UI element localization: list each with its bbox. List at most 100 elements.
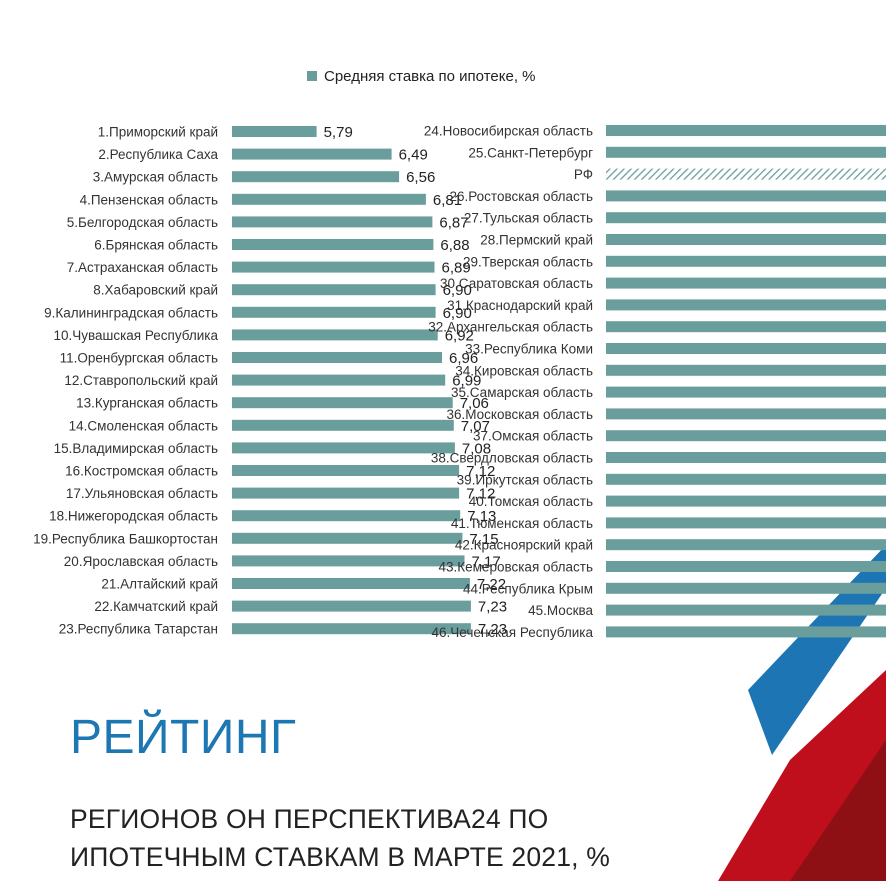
category-label: 44.Республика Крым	[463, 581, 593, 596]
category-label: РФ	[574, 167, 593, 182]
bar	[606, 343, 886, 354]
value-label: 6,99	[452, 373, 481, 390]
bar	[232, 126, 317, 137]
bar	[606, 364, 886, 376]
bar	[232, 419, 454, 431]
blue-stripe-shape	[748, 545, 886, 755]
bar	[232, 239, 434, 250]
bar	[606, 234, 886, 245]
value-label: 6,92	[445, 327, 474, 344]
bar	[606, 495, 886, 507]
category-label: 29.Тверская область	[463, 254, 593, 269]
category-label: 31.Краснодарский край	[447, 298, 593, 313]
value-label: 7,13	[467, 508, 496, 525]
bar	[232, 465, 460, 476]
category-label: 43.Кемеровская область	[439, 560, 593, 575]
category-label: 10.Чувашская Республика	[53, 328, 218, 343]
value-label: 6,90	[443, 305, 472, 322]
bar	[232, 532, 463, 544]
bar	[606, 125, 886, 136]
category-label: 1.Приморский край	[98, 125, 218, 140]
legend-label: Средняя ставка по ипотеке, %	[324, 67, 536, 85]
category-label: 13.Курганская область	[76, 396, 218, 411]
category-label: 20.Ярославская область	[64, 554, 218, 569]
bar	[606, 190, 886, 202]
category-label: 9.Калининградская область	[44, 305, 218, 320]
category-label: 41.Тюменская область	[451, 516, 593, 531]
bar	[606, 626, 886, 638]
category-label: 28.Пермский край	[480, 233, 593, 248]
subtitle-line-2: ИПОТЕЧНЫМ СТАВКАМ В МАРТЕ 2021, %	[70, 842, 611, 872]
value-label: 6,90	[443, 282, 472, 299]
bar	[232, 148, 392, 160]
bar	[606, 539, 886, 551]
bar	[232, 284, 436, 296]
dark-red-stripe-shape	[790, 740, 886, 881]
bar	[232, 374, 446, 386]
value-label: 7,12	[466, 486, 495, 503]
category-label: 5.Белгородская область	[67, 215, 218, 230]
bar	[606, 212, 886, 224]
bar	[232, 352, 442, 363]
bar	[606, 299, 886, 311]
bar	[606, 517, 886, 529]
bar	[232, 193, 426, 205]
chart-legend: Средняя ставка по ипотеке, %	[307, 66, 536, 86]
value-label: 6,49	[399, 147, 428, 164]
bar	[606, 408, 886, 420]
page-subtitle: РЕГИОНОВ ОН ПЕРСПЕКТИВА24 ПО ИПОТЕЧНЫМ С…	[70, 800, 710, 876]
category-label: 7.Астраханская область	[67, 260, 218, 275]
bar	[606, 386, 886, 398]
subtitle-line-1: РЕГИОНОВ ОН ПЕРСПЕКТИВА24 ПО	[70, 804, 549, 834]
category-label: 8.Хабаровский край	[93, 283, 218, 298]
category-label: 25.Санкт-Петербург	[468, 145, 593, 160]
category-label: 35.Самарская область	[451, 385, 593, 400]
bar	[606, 321, 886, 333]
value-label: 6,56	[406, 169, 435, 186]
bar	[606, 582, 886, 594]
category-label: 23.Республика Татарстан	[59, 622, 218, 637]
category-label: 21.Алтайский край	[101, 577, 218, 592]
bar-chart: 1.Приморский край 5,79 2.Республика Саха 6,…	[33, 124, 886, 640]
bar	[606, 604, 886, 616]
value-label: 6,88	[440, 237, 469, 254]
value-label: 7,23	[478, 599, 507, 616]
value-label: 7,17	[472, 553, 501, 570]
category-label: 14.Смоленская область	[69, 418, 218, 433]
bar	[232, 600, 471, 612]
category-label: 42.Красноярский край	[455, 538, 593, 553]
value-label: 7,15	[469, 531, 498, 548]
legend-swatch	[307, 71, 317, 81]
value-label: 7,23	[478, 621, 507, 638]
bar	[606, 473, 886, 485]
category-label: 24.Новосибирская область	[424, 124, 593, 139]
category-label: 2.Республика Саха	[98, 147, 218, 162]
category-label: 39.Иркутская область	[457, 472, 593, 487]
bar	[606, 452, 886, 463]
value-label: 7,06	[460, 395, 489, 412]
bar	[606, 146, 886, 158]
value-label: 7,12	[466, 463, 495, 480]
category-label: 46.Чеченская Республика	[432, 625, 594, 640]
category-label: 19.Республика Башкортостан	[33, 531, 218, 546]
bar	[232, 555, 465, 567]
bar	[606, 430, 886, 442]
category-label: 26.Ростовская область	[449, 189, 593, 204]
value-label: 6,96	[449, 350, 478, 367]
category-label: 11.Оренбургская область	[60, 351, 218, 366]
category-label: 27.Тульская область	[464, 211, 593, 226]
category-label: 12.Ставропольский край	[64, 373, 218, 388]
category-label: 33.Республика Коми	[465, 342, 593, 357]
category-label: 17.Ульяновская область	[66, 486, 218, 501]
bar	[232, 487, 460, 499]
category-label: 37.Омская область	[473, 429, 593, 444]
bar	[606, 561, 886, 572]
bar	[232, 442, 455, 454]
value-label: 5,79	[324, 124, 353, 141]
page-title: РЕЙТИНГ	[70, 711, 297, 764]
chart-column-2: 24.Новосибирская область 7,23 25.Санкт-Пет…	[424, 124, 886, 640]
bar	[232, 329, 438, 341]
category-label: 34.Кировская область	[455, 363, 593, 378]
bar	[232, 306, 436, 318]
category-label: 36.Московская область	[446, 407, 593, 422]
